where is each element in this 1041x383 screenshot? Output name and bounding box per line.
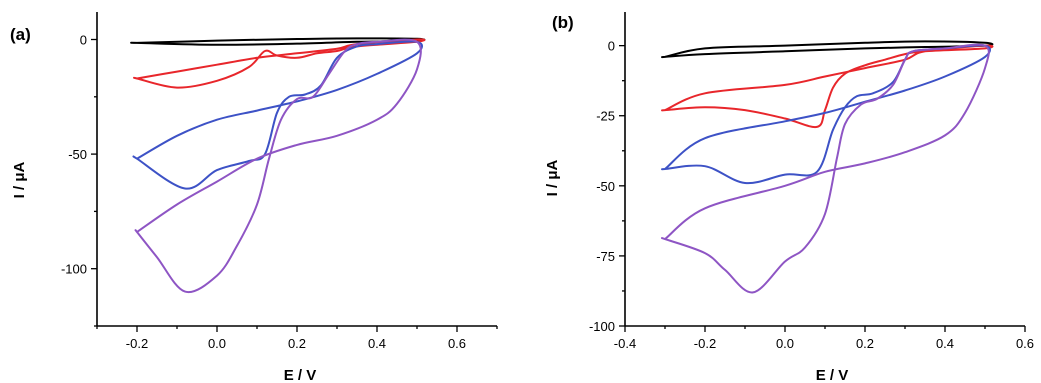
panel-a-x-tick-label: -0.2 — [126, 336, 148, 351]
panel-a-label: (a) — [10, 25, 31, 44]
panel-b-label: (b) — [552, 13, 574, 32]
panel-b-x-tick-label: -0.4 — [614, 336, 636, 351]
panel-b-series-2-line — [661, 44, 994, 129]
panel-b-y-tick-label: 0 — [608, 39, 615, 54]
panel-a-y-tick-label: 0 — [80, 33, 87, 48]
panel-b-x-tick-label: 0.4 — [936, 336, 954, 351]
panel-a-series-4-line — [134, 38, 422, 294]
panel-b-xlabel: E / V — [816, 367, 849, 383]
panel-b-y-tick-label: -100 — [589, 319, 615, 334]
panel-a-y-tick-label: -50 — [68, 147, 87, 162]
panel-a-series-3-line — [132, 40, 424, 190]
panel-a-series-1-line — [130, 37, 426, 46]
panel-b-y-tick-label: -25 — [596, 109, 615, 124]
panel-a-series-2-line — [133, 38, 426, 89]
panel-a-x-tick-label: 0.0 — [208, 336, 226, 351]
panel-a-y-tick-label: -100 — [61, 262, 87, 277]
panel-a-ylabel: I / μA — [11, 161, 28, 198]
panel-b-ylabel: I / μA — [544, 159, 561, 196]
panel-b-series-4-line — [661, 43, 990, 294]
panel-b-x-tick-label: 0.2 — [856, 336, 874, 351]
panel-a-x-tick-label: 0.2 — [288, 336, 306, 351]
panel-b-x-tick-label: 0.0 — [776, 336, 794, 351]
panel-b-y-tick-label: -75 — [596, 249, 615, 264]
panel-b-x-tick-label: -0.2 — [694, 336, 716, 351]
panel-b-x-tick-label: 0.6 — [1016, 336, 1034, 351]
panel-a: (a) E / V I / μA -0.2 0.0 0.2 0.4 0.6 0 -50 -10… — [10, 12, 498, 383]
panel-b-y-tick-label: -50 — [596, 179, 615, 194]
panel-a-x-tick-label: 0.6 — [448, 336, 466, 351]
panel-a-xlabel: E / V — [284, 367, 317, 383]
panel-b: (b) E / V I / μA -0.4 -0.2 0.0 0.2 0.4 0.6 0 -2… — [544, 12, 1034, 383]
panel-a-x-tick-label: 0.4 — [368, 336, 386, 351]
panel-b-series-3-line — [661, 44, 992, 185]
